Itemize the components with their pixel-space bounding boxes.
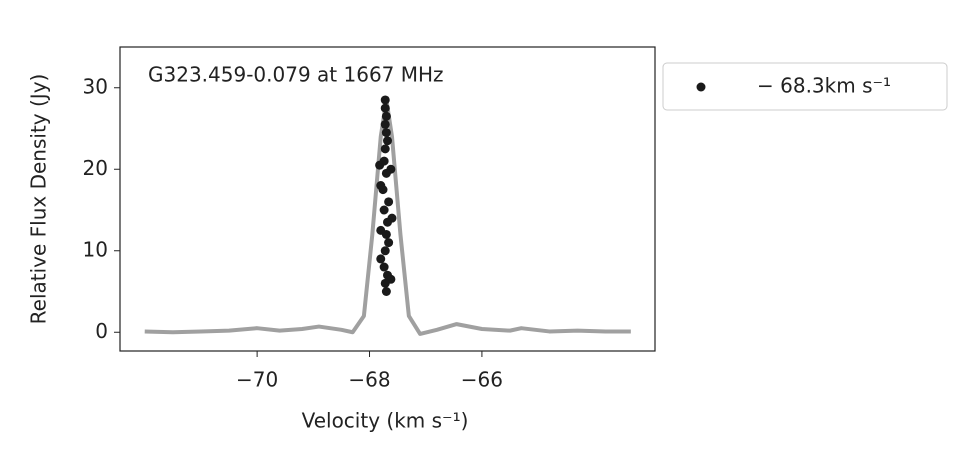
legend-marker (696, 82, 706, 92)
y-tick-label: 20 (83, 156, 108, 180)
data-point (381, 128, 391, 138)
data-point (380, 278, 390, 288)
data-point (379, 262, 389, 272)
data-point (380, 103, 390, 113)
data-point (381, 111, 391, 121)
data-point (381, 168, 391, 178)
data-point (383, 217, 392, 227)
y-tick-label: 10 (83, 237, 108, 261)
data-point (379, 205, 389, 215)
legend-box (662, 62, 948, 111)
annotation: G323.459-0.079 at 1667 MHz (148, 63, 444, 87)
x-axis-label: Velocity (km s⁻¹) (302, 409, 469, 433)
data-point (381, 287, 391, 297)
data-point (380, 119, 390, 129)
data-point (376, 254, 386, 264)
plot-frame (119, 46, 656, 352)
x-tick-label: −66 (461, 368, 503, 392)
data-point (380, 144, 390, 154)
x-tick-label: −68 (348, 368, 390, 392)
data-point (378, 185, 388, 195)
data-point (383, 136, 392, 146)
x-tick-label: −70 (236, 368, 278, 392)
y-tick-label: 0 (95, 319, 108, 343)
data-point (375, 160, 385, 170)
data-point (380, 95, 390, 105)
y-tick-label: 30 (83, 74, 108, 98)
data-point (384, 197, 394, 207)
data-point (384, 238, 394, 248)
y-axis-label: Relative Flux Density (Jy) (27, 74, 51, 325)
legend-label: − 68.3km s⁻¹ (757, 74, 891, 98)
data-point (381, 229, 391, 239)
data-point (380, 246, 390, 256)
